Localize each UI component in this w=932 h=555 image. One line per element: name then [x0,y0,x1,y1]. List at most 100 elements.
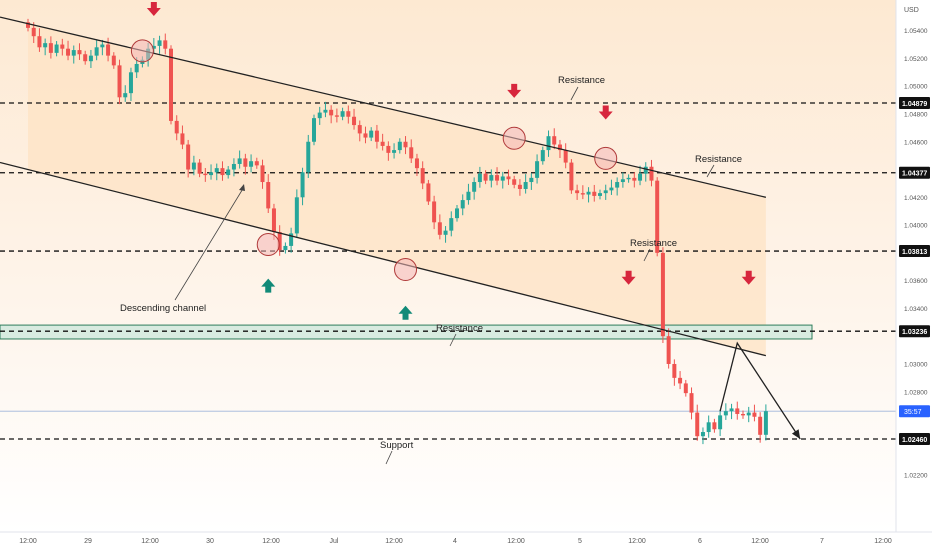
candle-body [489,175,494,181]
current-price-label: 35:57 [904,409,922,416]
channel-label-pointer [174,186,245,301]
candle-body [169,48,173,121]
candle-body [386,145,391,153]
touch-circle [256,233,280,257]
candle-body [329,109,334,116]
candle-body [37,36,42,48]
candle-body [249,161,254,167]
candle-body [43,43,48,48]
candle-body [414,158,419,169]
candle-body [77,50,82,55]
level-badge-label-4: 1.03236 [902,329,927,336]
candle-body [60,44,65,49]
down-arrow-icon [621,270,636,285]
level-badge-1 [899,97,930,109]
candle-body [186,144,191,170]
channel-upper-line [0,16,767,198]
price-tick-label: 1.04000 [904,223,928,230]
candle-body [220,168,225,176]
candle-body [638,173,643,181]
candle-body [403,141,408,148]
candle-body [723,411,728,416]
time-tick-label: 30 [206,538,214,545]
price-tick-label: 1.05000 [904,84,928,91]
candle-body [666,336,671,364]
time-tick-label: 6 [698,538,702,545]
candle-body [432,201,437,223]
candle-body [712,422,717,430]
candle-body [94,47,99,56]
down-arrow-icon [507,83,522,98]
time-tick-label: 29 [84,538,92,545]
candle-body [163,40,168,49]
candle-body [695,412,700,437]
candle-body [426,183,431,202]
candle-body [100,44,105,48]
candle-body [523,182,528,189]
candle-body [283,245,288,251]
candle-body [392,150,397,153]
candle-body [312,118,316,142]
candle-body [48,43,53,53]
candle-body [397,141,402,151]
candle-body [500,176,505,181]
candle-body [506,176,511,180]
resistance-3-pointer [643,248,651,262]
candle-body [660,252,665,337]
signal-arrows [146,1,756,320]
channel-shaded-area [28,23,766,356]
candle-body [689,393,694,413]
time-tick-label: 12:00 [262,538,280,545]
candle-body [294,197,299,234]
candle-body [66,48,71,56]
candle-body [706,422,711,433]
candle-body [352,116,357,126]
candle-body [54,44,59,53]
candle-body [300,172,305,198]
candle-body [472,182,477,192]
candle-body [569,162,574,191]
candle-body [718,415,723,430]
candle-body [209,172,214,176]
candle-body [237,158,242,164]
candle-body [243,158,248,167]
level-badge-label-5: 1.02460 [902,437,927,444]
candle-body [157,40,162,46]
down-arrow-icon [741,270,756,285]
support-resistance-zone [0,324,813,340]
time-tick-label: 12:00 [751,538,769,545]
candle-body [277,232,282,251]
candle-body [271,208,276,233]
up-arrow-icon [398,305,413,320]
support-label: Support [380,440,414,451]
candle-body [752,412,757,417]
candle-body [615,182,620,188]
candle-body [289,233,294,246]
time-tick-label: 12:00 [507,538,525,545]
resistance-label-2: Resistance [695,154,742,165]
candle-body [443,230,448,235]
candle-body [31,27,36,37]
candle-body [603,190,608,194]
candle-body [483,173,488,181]
candle-body [575,190,580,194]
level-badge-4 [899,325,930,338]
candle-body [123,93,128,98]
candle-body [117,65,122,98]
candle-body [683,383,688,394]
time-tick-label: 4 [453,538,457,545]
candle-body [363,133,368,138]
candle-body [380,141,385,146]
time-tick-label: 12:00 [385,538,403,545]
candle-body [586,191,591,195]
channel-label-pointer-head [239,184,245,191]
candle-body [592,191,597,196]
candle-body [174,120,179,134]
candle-body [334,115,339,117]
candle-body [466,191,471,201]
resistance-label-1: Resistance [558,75,605,86]
time-tick-label: 12:00 [874,538,892,545]
candle-body [260,165,265,183]
